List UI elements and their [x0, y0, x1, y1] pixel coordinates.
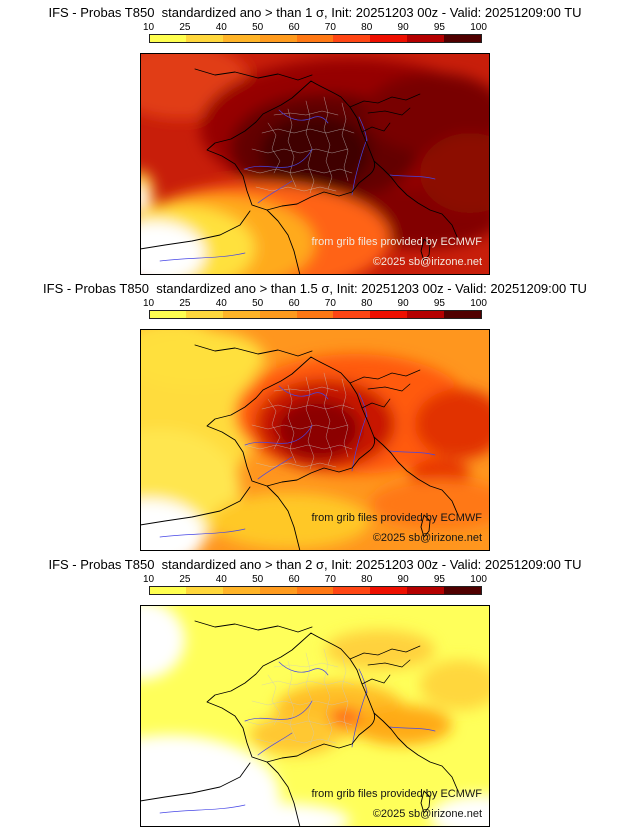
- colorbar-tick: 100: [470, 22, 487, 33]
- colorbar: 10 25 40 50 60 70 80 90 95 100: [0, 22, 630, 43]
- colorbar-segment: [443, 587, 481, 594]
- colorbar-segment: [186, 587, 224, 594]
- colorbar-segment: [370, 587, 407, 594]
- colorbar-tick: 60: [288, 22, 300, 33]
- colorbar-ticks: 10 25 40 50 60 70 80 90 95 100: [143, 22, 487, 33]
- colorbar-segment: [259, 35, 297, 42]
- colorbar-tick: 40: [215, 22, 227, 33]
- panel-title-1sigma: IFS - Probas T850 standardized ano > tha…: [48, 5, 582, 20]
- watermark-copyright: ©2025 sb@irizone.net: [372, 256, 482, 268]
- colorbar-segment: [223, 311, 260, 318]
- panel-2sigma: IFS - Probas T850 standardized ano > tha…: [0, 552, 630, 828]
- panel-title-2sigma: IFS - Probas T850 standardized ano > tha…: [48, 557, 582, 572]
- colorbar-tick: 10: [143, 574, 155, 585]
- map-canvas-1p5sigma: [140, 329, 490, 551]
- colorbar-segment: [259, 587, 297, 594]
- colorbar-segment: [223, 35, 260, 42]
- colorbar-segment: [406, 311, 444, 318]
- colorbar-tick: 50: [252, 574, 264, 585]
- map-1sigma: from grib files provided by ECMWF ©2025 …: [140, 53, 490, 275]
- colorbar-segment: [259, 311, 297, 318]
- map-canvas-2sigma: [140, 605, 490, 827]
- colorbar-tick: 90: [397, 22, 409, 33]
- colorbar-tick: 80: [361, 298, 373, 309]
- colorbar-tick: 80: [361, 574, 373, 585]
- colorbar-segment: [406, 587, 444, 594]
- colorbar-tick: 100: [470, 574, 487, 585]
- colorbar-tick: 40: [215, 574, 227, 585]
- colorbar-segment: [443, 35, 481, 42]
- colorbar-segment: [333, 311, 371, 318]
- colorbar-strip: [148, 586, 482, 595]
- colorbar-segment: [370, 311, 407, 318]
- colorbar-strip: [148, 34, 482, 43]
- colorbar-segment: [443, 311, 481, 318]
- panel-title-1p5sigma: IFS - Probas T850 standardized ano > tha…: [43, 281, 587, 296]
- probability-shading: [140, 329, 490, 551]
- colorbar-tick: 90: [397, 574, 409, 585]
- watermark-copyright: ©2025 sb@irizone.net: [372, 532, 482, 544]
- colorbar-tick: 60: [288, 298, 300, 309]
- colorbar-strip: [148, 310, 482, 319]
- colorbar-segment: [296, 311, 334, 318]
- colorbar-segment: [296, 587, 334, 594]
- watermark-ecmwf: from grib files provided by ECMWF: [311, 236, 482, 248]
- colorbar-segment: [186, 311, 224, 318]
- map-frame: [140, 53, 490, 275]
- map-2sigma: from grib files provided by ECMWF ©2025 …: [140, 605, 490, 827]
- colorbar-tick: 95: [433, 22, 445, 33]
- colorbar-segment: [149, 587, 187, 594]
- colorbar-tick: 25: [179, 22, 191, 33]
- watermark-ecmwf: from grib files provided by ECMWF: [311, 512, 482, 524]
- map-frame: [140, 329, 490, 551]
- colorbar-segment: [370, 35, 407, 42]
- colorbar-segment: [223, 587, 260, 594]
- colorbar-tick: 95: [433, 574, 445, 585]
- panel-1p5sigma: IFS - Probas T850 standardized ano > tha…: [0, 276, 630, 552]
- colorbar-segment: [149, 35, 187, 42]
- colorbar-segment: [333, 35, 371, 42]
- colorbar: 10 25 40 50 60 70 80 90 95 100: [0, 574, 630, 595]
- colorbar-tick: 70: [324, 574, 336, 585]
- colorbar-segment: [406, 35, 444, 42]
- colorbar-tick: 100: [470, 298, 487, 309]
- colorbar-ticks: 10 25 40 50 60 70 80 90 95 100: [143, 298, 487, 309]
- colorbar-tick: 40: [215, 298, 227, 309]
- colorbar-segment: [333, 587, 371, 594]
- colorbar-segment: [186, 35, 224, 42]
- panel-1sigma: IFS - Probas T850 standardized ano > tha…: [0, 0, 630, 276]
- colorbar-tick: 50: [252, 22, 264, 33]
- colorbar-tick: 95: [433, 298, 445, 309]
- colorbar-tick: 70: [324, 298, 336, 309]
- colorbar: 10 25 40 50 60 70 80 90 95 100: [0, 298, 630, 319]
- colorbar-segment: [149, 311, 187, 318]
- colorbar-segment: [296, 35, 334, 42]
- watermark-copyright: ©2025 sb@irizone.net: [372, 808, 482, 820]
- colorbar-tick: 60: [288, 574, 300, 585]
- colorbar-tick: 10: [143, 22, 155, 33]
- colorbar-tick: 50: [252, 298, 264, 309]
- colorbar-tick: 80: [361, 22, 373, 33]
- map-frame: [140, 605, 490, 827]
- probability-shading: [140, 53, 490, 275]
- colorbar-tick: 25: [179, 574, 191, 585]
- colorbar-tick: 90: [397, 298, 409, 309]
- map-canvas-1sigma: [140, 53, 490, 275]
- map-1p5sigma: from grib files provided by ECMWF ©2025 …: [140, 329, 490, 551]
- colorbar-tick: 25: [179, 298, 191, 309]
- colorbar-ticks: 10 25 40 50 60 70 80 90 95 100: [143, 574, 487, 585]
- watermark-ecmwf: from grib files provided by ECMWF: [311, 788, 482, 800]
- colorbar-tick: 10: [143, 298, 155, 309]
- colorbar-tick: 70: [324, 22, 336, 33]
